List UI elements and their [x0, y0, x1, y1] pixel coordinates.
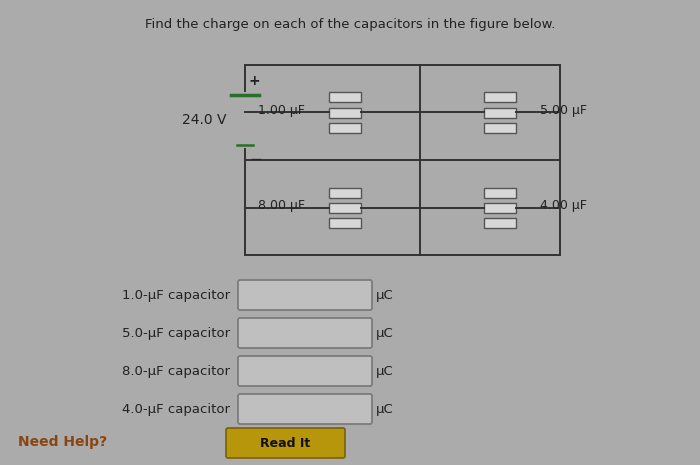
Text: +: +	[249, 74, 260, 88]
FancyBboxPatch shape	[238, 318, 372, 348]
Bar	[329, 218, 361, 227]
Bar	[329, 107, 361, 118]
Bar	[329, 93, 361, 102]
Text: −: −	[249, 152, 262, 166]
Text: 8.00 μF: 8.00 μF	[258, 199, 305, 212]
Text: 4.00 μF: 4.00 μF	[540, 199, 587, 212]
Text: μC: μC	[376, 326, 393, 339]
Bar	[484, 187, 516, 198]
Text: 5.0-μF capacitor: 5.0-μF capacitor	[122, 326, 230, 339]
Text: μC: μC	[376, 288, 393, 301]
Bar	[329, 122, 361, 133]
Bar	[484, 93, 516, 102]
FancyBboxPatch shape	[238, 394, 372, 424]
Text: Find the charge on each of the capacitors in the figure below.: Find the charge on each of the capacitor…	[145, 18, 555, 31]
Text: 5.00 μF: 5.00 μF	[540, 104, 587, 117]
Bar	[484, 218, 516, 227]
FancyBboxPatch shape	[238, 280, 372, 310]
Text: 4.0-μF capacitor: 4.0-μF capacitor	[122, 403, 230, 416]
Bar	[484, 202, 516, 213]
Text: 8.0-μF capacitor: 8.0-μF capacitor	[122, 365, 230, 378]
Text: Read It: Read It	[260, 437, 311, 450]
Bar	[329, 202, 361, 213]
Bar	[484, 122, 516, 133]
FancyBboxPatch shape	[238, 356, 372, 386]
Bar	[484, 107, 516, 118]
FancyBboxPatch shape	[226, 428, 345, 458]
Text: 1.00 μF: 1.00 μF	[258, 104, 305, 117]
Text: Need Help?: Need Help?	[18, 435, 107, 449]
Bar	[329, 187, 361, 198]
Text: 24.0 V: 24.0 V	[183, 113, 227, 127]
Text: 1.0-μF capacitor: 1.0-μF capacitor	[122, 288, 230, 301]
Text: μC: μC	[376, 365, 393, 378]
Text: μC: μC	[376, 403, 393, 416]
